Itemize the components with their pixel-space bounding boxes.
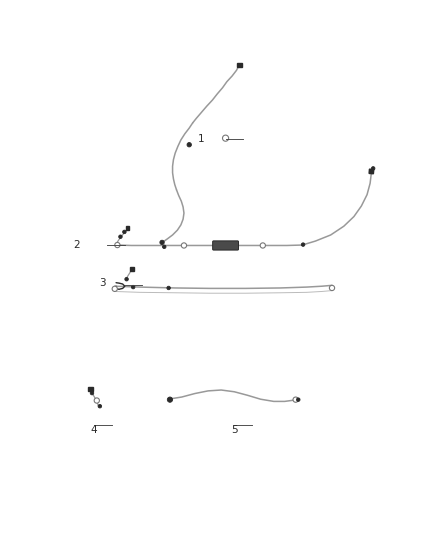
Text: 3: 3 xyxy=(99,278,106,288)
Circle shape xyxy=(98,405,102,408)
Circle shape xyxy=(112,286,117,292)
Circle shape xyxy=(167,286,170,290)
Circle shape xyxy=(297,398,300,401)
Circle shape xyxy=(119,235,122,238)
Circle shape xyxy=(181,243,187,248)
Circle shape xyxy=(260,243,265,248)
Circle shape xyxy=(160,240,164,245)
Circle shape xyxy=(94,398,99,403)
Circle shape xyxy=(162,245,166,248)
Circle shape xyxy=(187,142,191,147)
Circle shape xyxy=(301,243,305,246)
Text: 5: 5 xyxy=(231,425,238,435)
Text: 1: 1 xyxy=(198,134,205,143)
Circle shape xyxy=(125,278,128,281)
Text: 2: 2 xyxy=(73,240,80,251)
Circle shape xyxy=(293,397,298,402)
Circle shape xyxy=(131,285,135,289)
Circle shape xyxy=(329,285,335,290)
Circle shape xyxy=(90,391,94,395)
Text: 4: 4 xyxy=(91,425,98,435)
Circle shape xyxy=(223,135,229,141)
Circle shape xyxy=(167,397,173,402)
Circle shape xyxy=(123,230,126,233)
Circle shape xyxy=(371,167,375,170)
Circle shape xyxy=(115,243,120,248)
FancyBboxPatch shape xyxy=(213,241,238,250)
